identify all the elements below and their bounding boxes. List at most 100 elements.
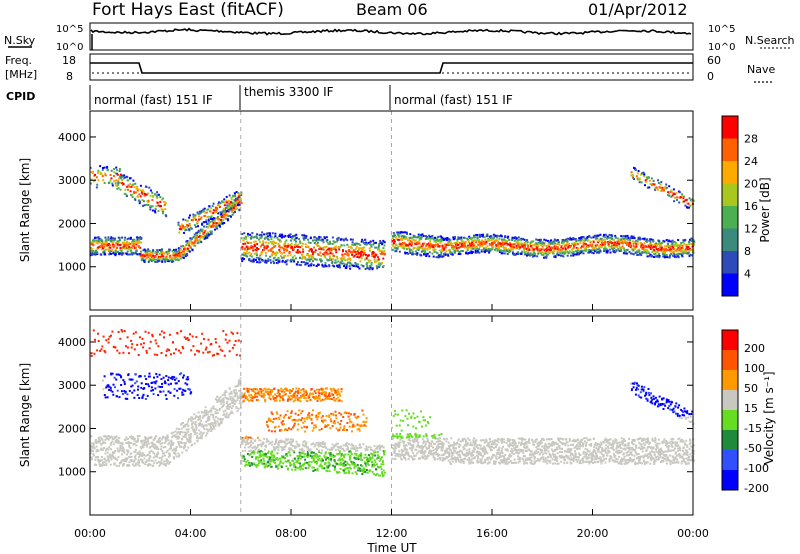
power-echo-cell <box>260 236 263 239</box>
power-echo-cell <box>346 258 349 261</box>
power-echo-cell <box>154 261 157 263</box>
power-echo-cell <box>498 242 501 245</box>
beam-label: Beam 06 <box>356 0 428 19</box>
power-echo-cell <box>220 222 223 225</box>
power-echo-cell <box>292 248 295 251</box>
velocity-echo-cell <box>265 388 268 391</box>
velocity-echo-cell <box>154 455 157 458</box>
velocity-echo-cell <box>128 442 131 444</box>
power-echo-cell <box>379 252 382 255</box>
power-echo-cell <box>636 178 639 181</box>
power-echo-cell <box>645 245 648 248</box>
power-echo-cell <box>203 215 206 218</box>
power-echo-cell <box>150 189 152 192</box>
power-echo-cell <box>580 236 583 239</box>
velocity-echo-cell <box>138 450 141 453</box>
power-echo-cell <box>513 253 516 256</box>
power-echo-cell <box>115 242 118 244</box>
power-echo-cell <box>670 245 673 248</box>
power-echo-cell <box>553 249 556 252</box>
power-echo-cell <box>409 233 412 236</box>
power-echo-cell <box>230 206 233 209</box>
power-echo-cell <box>138 253 141 256</box>
power-echo-cell <box>103 182 106 184</box>
power-echo-cell <box>165 258 168 261</box>
power-echo-cell <box>299 251 302 254</box>
power-echo-cell <box>377 246 380 249</box>
velocity-echo-cell <box>148 463 151 465</box>
velocity-echo-cell <box>293 457 296 460</box>
power-echo-cell <box>98 241 101 244</box>
velocity-echo-cell <box>256 395 259 398</box>
velocity-echo-cell <box>308 395 311 398</box>
power-echo-cell <box>303 236 306 239</box>
power-echo-cell <box>366 267 369 269</box>
power-echo-cell <box>668 240 671 243</box>
velocity-echo-cell <box>144 440 147 443</box>
power-echo-cell <box>465 246 468 249</box>
power-echo-cell <box>570 254 572 257</box>
power-echo-cell <box>349 258 352 261</box>
power-echo-cell <box>226 213 229 216</box>
velocity-echo-cell <box>295 440 298 443</box>
velocity-echo-cell <box>159 442 162 445</box>
power-echo-cell <box>507 243 510 246</box>
velocity-echo-cell <box>335 391 338 394</box>
power-echo-cell <box>599 233 602 236</box>
power-echo-cell <box>671 242 674 245</box>
velocity-echo-cell <box>105 448 108 451</box>
power-echo-cell <box>444 237 447 240</box>
power-echo-cell <box>256 233 258 236</box>
power-echo-cell <box>313 242 316 244</box>
power-echo-cell <box>341 259 344 262</box>
power-echo-cell <box>676 250 679 253</box>
power-echo-cell <box>380 249 383 252</box>
power-echo-cell <box>191 219 194 222</box>
velocity-echo-cell <box>153 443 156 446</box>
power-echo-cell <box>426 236 429 238</box>
velocity-echo-cell <box>220 417 223 420</box>
power-echo-cell <box>501 241 504 244</box>
power-echo-cell <box>270 235 273 238</box>
power-echo-cell <box>473 239 476 242</box>
velocity-echo-cell <box>166 436 169 439</box>
colorbar-swatch <box>722 138 738 161</box>
power-echo-cell <box>526 241 529 243</box>
power-echo-cell <box>249 233 252 236</box>
power-echo-cell <box>326 253 329 256</box>
velocity-echo-cell <box>168 462 171 465</box>
power-echo-cell <box>612 238 615 241</box>
power-echo-cell <box>281 234 284 237</box>
power-echo-cell <box>269 235 272 238</box>
power-echo-cell <box>161 259 164 262</box>
colorbar-swatch <box>722 273 738 296</box>
power-echo-cell <box>125 193 128 196</box>
power-echo-cell <box>655 247 658 249</box>
power-echo-cell <box>349 267 352 270</box>
power-echo-cell <box>308 250 311 252</box>
power-echo-cell <box>624 237 627 240</box>
velocity-echo-cell <box>126 438 129 440</box>
power-echo-cell <box>353 250 355 253</box>
power-echo-cell <box>403 242 406 245</box>
velocity-echo-cell <box>102 440 105 443</box>
power-echo-cell <box>330 249 333 252</box>
power-echo-cell <box>152 257 155 260</box>
power-echo-cell <box>200 241 203 244</box>
power-echo-cell <box>582 242 585 245</box>
date-label: 01/Apr/2012 <box>588 0 688 19</box>
power-echo-cell <box>114 237 116 240</box>
velocity-echo-cell <box>318 392 320 395</box>
power-echo-cell <box>133 246 136 249</box>
power-echo-cell <box>431 237 434 240</box>
velocity-echo-cell <box>255 457 258 459</box>
velocity-echo-cell <box>139 454 141 457</box>
power-echo-cell <box>255 249 258 252</box>
y-tick-label: 1000 <box>58 261 86 274</box>
velocity-echo-cell <box>160 445 163 448</box>
power-echo-cell <box>199 211 202 214</box>
power-echo-cell <box>604 243 607 246</box>
power-echo-cell <box>674 256 677 259</box>
power-echo-cell <box>606 249 609 252</box>
power-echo-cell <box>375 246 378 249</box>
